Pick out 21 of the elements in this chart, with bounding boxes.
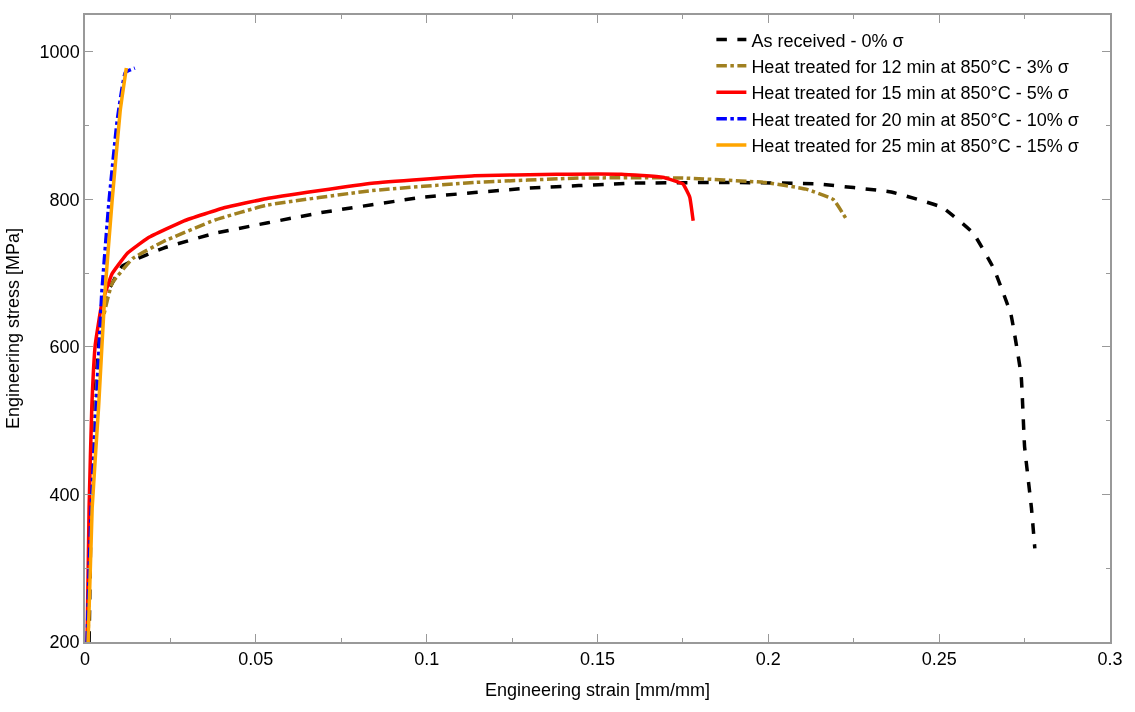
x-tick-label: 0.1	[414, 649, 440, 670]
y-tick-label: 800	[49, 189, 80, 210]
x-tick-label: 0	[79, 649, 91, 670]
x-tick-label: 0.05	[238, 649, 274, 670]
legend-label: Heat treated for 25 min at 850°C - 15% σ	[751, 136, 1079, 157]
line-series	[86, 66, 129, 642]
x-tick-label: 0.2	[755, 649, 781, 670]
legend-label: Heat treated for 12 min at 850°C - 3% σ	[751, 56, 1069, 77]
y-tick-label: 600	[49, 337, 80, 358]
x-tick-label: 0.25	[921, 649, 957, 670]
x-tick-label: 0.3	[1097, 649, 1123, 670]
y-tick-label: 200	[49, 632, 80, 653]
y-tick-label: 1000	[39, 42, 80, 63]
x-axis-title: Engineering strain [mm/mm]	[484, 679, 711, 700]
line-series	[85, 66, 137, 642]
y-axis-title: Engineering stress [MPa]	[3, 227, 24, 430]
legend-label: As received - 0% σ	[751, 30, 904, 51]
legend-label: Heat treated for 15 min at 850°C - 5% σ	[751, 83, 1069, 104]
x-tick-label: 0.15	[579, 649, 616, 670]
y-tick-label: 400	[49, 484, 80, 505]
legend-label: Heat treated for 20 min at 850°C - 10% σ	[751, 109, 1079, 130]
